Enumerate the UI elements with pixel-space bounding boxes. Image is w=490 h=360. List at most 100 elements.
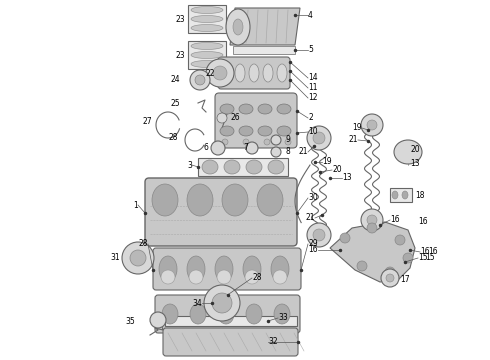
Ellipse shape [258,104,272,114]
Ellipse shape [220,126,234,136]
Text: 19: 19 [352,123,362,132]
FancyBboxPatch shape [215,93,297,148]
Ellipse shape [271,135,281,145]
Ellipse shape [222,139,228,145]
Ellipse shape [189,270,203,284]
Ellipse shape [152,184,178,216]
Text: 17: 17 [400,275,410,284]
Text: 5: 5 [308,45,313,54]
Text: 8: 8 [285,148,290,157]
Ellipse shape [159,256,177,282]
Ellipse shape [246,142,258,154]
Text: 31: 31 [110,253,120,262]
Text: 24: 24 [171,76,180,85]
Ellipse shape [313,132,325,144]
Ellipse shape [249,64,259,82]
Ellipse shape [202,160,218,174]
Ellipse shape [367,120,377,130]
Text: 2: 2 [308,113,313,122]
Ellipse shape [235,64,245,82]
Text: 15: 15 [425,253,435,262]
Ellipse shape [307,223,331,247]
Ellipse shape [386,274,394,282]
Ellipse shape [340,233,350,243]
Ellipse shape [367,223,377,233]
Ellipse shape [246,304,262,324]
Ellipse shape [243,256,261,282]
Ellipse shape [191,24,223,31]
Ellipse shape [213,66,227,80]
Ellipse shape [271,147,281,157]
Ellipse shape [258,126,272,136]
Ellipse shape [191,60,223,68]
Ellipse shape [394,140,422,164]
Ellipse shape [222,184,248,216]
Text: 12: 12 [308,94,318,103]
Ellipse shape [239,104,253,114]
Text: 16: 16 [390,216,400,225]
Ellipse shape [206,59,234,87]
Text: 21: 21 [298,148,308,157]
FancyBboxPatch shape [218,57,290,89]
Ellipse shape [150,312,166,328]
Ellipse shape [217,270,231,284]
Ellipse shape [191,15,223,22]
Ellipse shape [190,70,210,90]
Ellipse shape [307,126,331,150]
Text: 19: 19 [322,158,332,166]
Ellipse shape [402,191,408,199]
Ellipse shape [220,104,234,114]
Ellipse shape [263,64,273,82]
Ellipse shape [239,126,253,136]
Bar [188,41,226,69]
Ellipse shape [243,139,249,145]
Ellipse shape [122,242,154,274]
Ellipse shape [191,51,223,58]
Ellipse shape [367,215,377,225]
Bar [198,158,288,176]
Ellipse shape [357,261,367,271]
Text: 23: 23 [175,14,185,23]
Ellipse shape [264,139,270,145]
Ellipse shape [395,235,405,245]
Text: 14: 14 [308,73,318,82]
Text: 29: 29 [308,239,318,248]
Ellipse shape [226,9,250,45]
Text: 1: 1 [133,201,138,210]
Text: 21: 21 [305,213,315,222]
Ellipse shape [212,293,232,313]
Ellipse shape [204,285,240,321]
Text: 16: 16 [308,246,318,255]
Ellipse shape [191,6,223,13]
FancyBboxPatch shape [145,178,297,246]
Ellipse shape [211,141,225,155]
Ellipse shape [381,269,399,287]
Text: 30: 30 [308,194,318,202]
Ellipse shape [392,191,398,199]
Polygon shape [330,222,415,282]
Ellipse shape [224,160,240,174]
Ellipse shape [217,113,227,123]
Ellipse shape [268,160,284,174]
Ellipse shape [271,256,289,282]
Bar [188,5,226,33]
Ellipse shape [257,184,283,216]
Text: 16: 16 [428,248,438,256]
Ellipse shape [161,270,175,284]
Ellipse shape [246,160,262,174]
Text: 20: 20 [410,144,419,153]
Text: 16: 16 [420,248,430,256]
Ellipse shape [273,270,287,284]
Text: 32: 32 [268,338,278,346]
Ellipse shape [187,256,205,282]
Text: 21: 21 [348,135,358,144]
Ellipse shape [277,104,291,114]
Text: 28: 28 [139,239,148,248]
Text: 18: 18 [415,190,424,199]
Text: 13: 13 [410,158,419,167]
Ellipse shape [403,253,413,263]
Bar [233,46,295,54]
Text: 26: 26 [230,113,240,122]
Text: 10: 10 [308,127,318,136]
Ellipse shape [361,209,383,231]
